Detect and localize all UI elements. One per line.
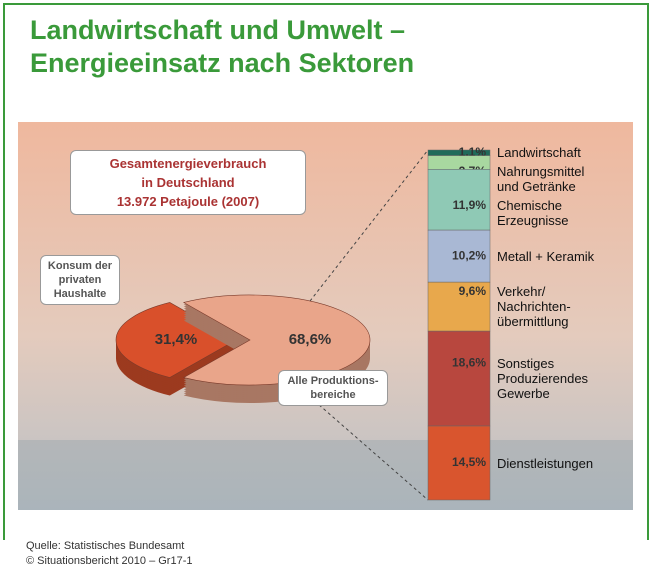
page: 31,4%68,6%1,1%2,7%11,9%10,2%9,6%18,6%14,… — [0, 0, 652, 571]
pie-value-label: 31,4% — [155, 331, 198, 348]
pie-title: Gesamtenergieverbrauch in Deutschland 13… — [70, 150, 306, 215]
bar-value-label: 18,6% — [452, 356, 486, 370]
copyright: © Situationsbericht 2010 – Gr17-1 — [26, 555, 192, 567]
pie-category-label: Konsum der privaten Haushalte — [40, 255, 120, 305]
page-title: Landwirtschaft und Umwelt – Energieeinsa… — [30, 14, 414, 80]
pie-category-label: Alle Produktions- bereiche — [278, 370, 388, 406]
source: Quelle: Statistisches Bundesamt — [26, 540, 184, 552]
category-label: Sonstiges Produzierendes Gewerbe — [497, 356, 588, 401]
category-label: Chemische Erzeugnisse — [497, 198, 569, 228]
background-city — [18, 440, 633, 510]
pie-value-label: 68,6% — [289, 331, 332, 348]
category-label: Metall + Keramik — [497, 249, 594, 264]
bar-value-label: 9,6% — [459, 284, 487, 298]
category-label: Landwirtschaft — [497, 145, 581, 160]
category-label: Verkehr/ Nachrichten- übermittlung — [497, 284, 571, 329]
bar-value-label: 11,9% — [453, 198, 487, 212]
category-label: Dienstleistungen — [497, 456, 593, 471]
bar-value-label: 14,5% — [452, 455, 486, 469]
bar-segment — [428, 331, 490, 426]
category-label: Nahrungsmittel und Getränke — [497, 164, 584, 194]
bar-value-label: 10,2% — [452, 248, 486, 262]
